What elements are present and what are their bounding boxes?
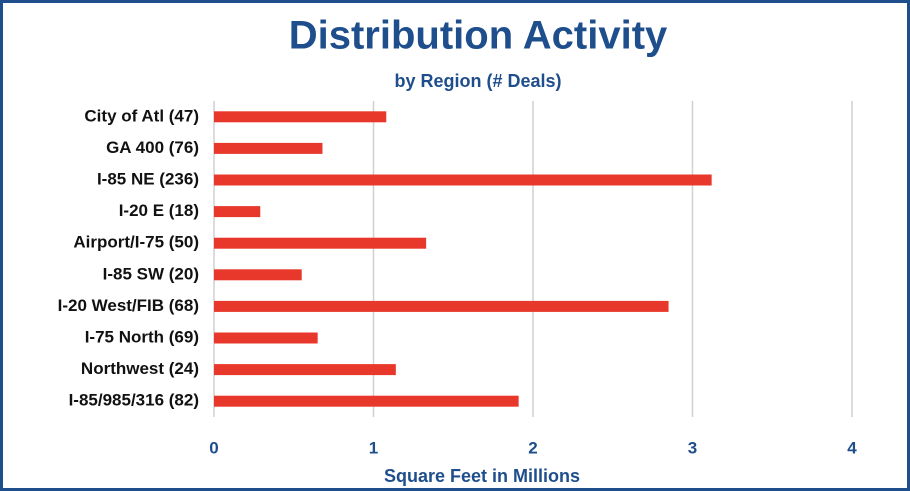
y-tick-label: I-75 North (69) [85,327,199,346]
y-tick-label: City of Atl (47) [84,106,199,125]
chart-subtitle: by Region (# Deals) [394,71,561,91]
bar [214,174,712,186]
bar [214,111,387,123]
y-tick-label: I-85 NE (236) [97,169,199,188]
chart-title: Distribution Activity [289,14,668,58]
y-tick-label: I-85 SW (20) [103,264,199,283]
bar [214,237,427,249]
x-tick-label: 0 [209,438,218,457]
bar [214,332,318,344]
y-tick-label: Airport/I-75 (50) [73,233,199,252]
bar [214,269,302,281]
y-tick-label: Northwest (24) [81,359,199,378]
bar [214,206,261,218]
bar [214,395,519,407]
x-tick-label: 4 [847,438,857,457]
x-tick-label: 2 [528,438,537,457]
x-axis-label: Square Feet in Millions [384,466,580,486]
bar [214,142,323,154]
x-tick-label: 1 [369,438,378,457]
x-tick-label: 3 [688,438,697,457]
y-tick-label: I-85/985/316 (82) [69,391,199,410]
bar [214,300,669,312]
y-tick-label: I-20 E (18) [119,201,199,220]
y-tick-label: I-20 West/FIB (68) [58,296,199,315]
bar [214,364,396,376]
y-tick-label: GA 400 (76) [106,138,199,157]
